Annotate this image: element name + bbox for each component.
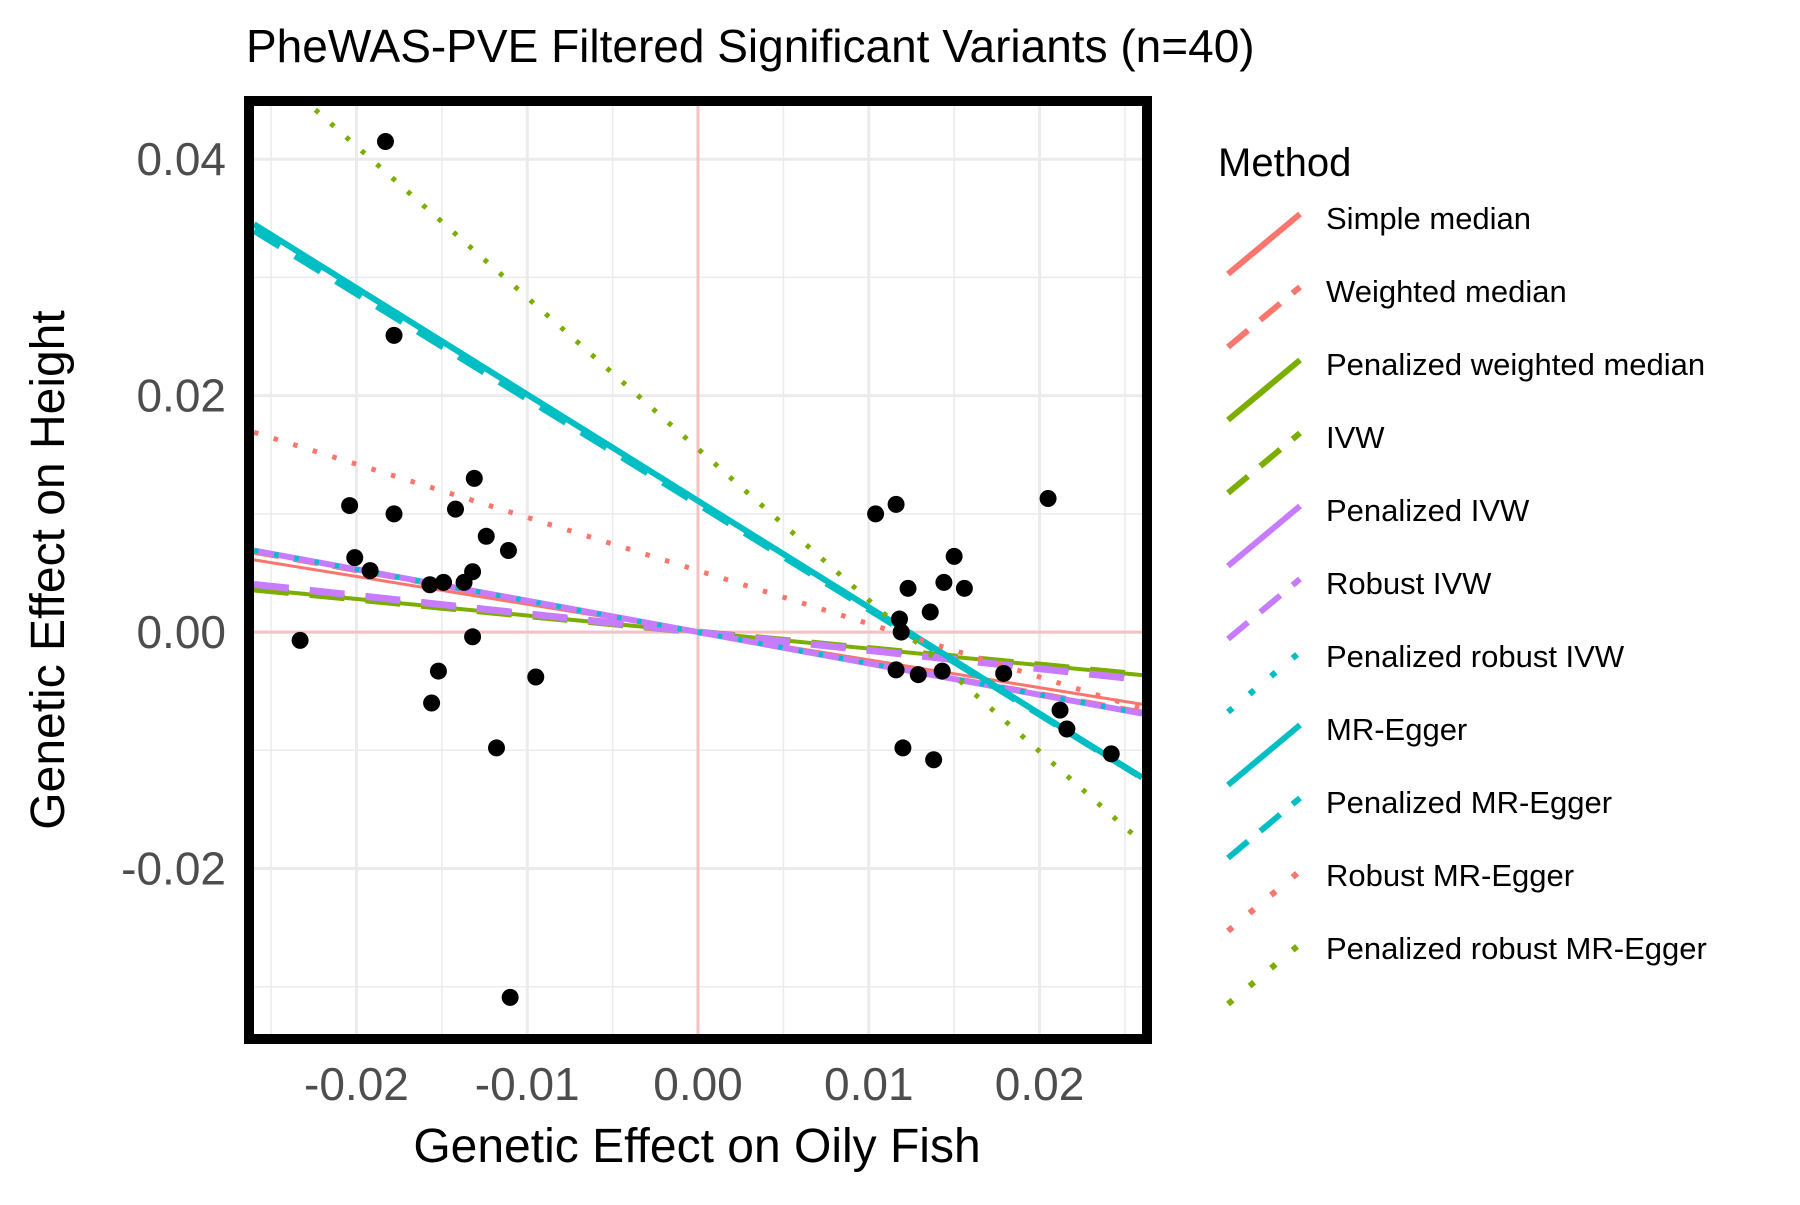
legend-key (1226, 868, 1302, 934)
data-point (894, 739, 912, 757)
data-point (465, 469, 483, 487)
legend-key (1226, 795, 1302, 861)
legend-key (1226, 211, 1302, 277)
data-point (435, 573, 453, 591)
y-axis-label: Genetic Effect on Height (22, 310, 75, 829)
data-point (341, 497, 359, 515)
y-tick-label: -0.02 (121, 842, 226, 894)
data-point (499, 541, 517, 559)
legend-item: Penalized MR-Egger (1226, 785, 1612, 861)
data-point (464, 628, 482, 646)
legend: Simple median Weighted median Penalized we… (1226, 201, 1707, 1007)
data-point (945, 547, 963, 565)
data-point (291, 631, 309, 649)
data-point (487, 739, 505, 757)
fit-line-penalized-robust-ivw (254, 548, 1142, 716)
data-point (909, 666, 927, 684)
data-point (385, 505, 403, 523)
data-point (955, 579, 973, 597)
data-point (933, 662, 951, 680)
fit-line-penalized-mr-egger (254, 228, 1142, 781)
legend-label: IVW (1326, 420, 1385, 455)
x-tick-label: 0.00 (653, 1058, 743, 1110)
data-point (887, 495, 905, 513)
data-points (291, 132, 1120, 1006)
fit-line-robust-ivw (254, 580, 1142, 684)
y-axis-ticks: -0.02 0.00 0.02 0.04 (121, 133, 226, 894)
y-tick-label: 0.02 (136, 370, 226, 422)
data-point (867, 505, 885, 523)
legend-label: Penalized robust IVW (1326, 639, 1625, 674)
legend-label: Robust IVW (1326, 566, 1492, 601)
y-tick-label: 0.04 (136, 133, 226, 185)
data-point (1102, 745, 1120, 763)
data-point (995, 664, 1013, 682)
legend-label: MR-Egger (1326, 712, 1467, 747)
data-point (385, 326, 403, 344)
data-point (423, 694, 441, 712)
data-point (346, 549, 364, 567)
chart-title: PheWAS-PVE Filtered Significant Variants… (246, 20, 1255, 72)
data-point (477, 527, 495, 545)
legend-item: Simple median (1226, 201, 1531, 277)
data-point (892, 623, 910, 641)
x-tick-label: -0.02 (304, 1058, 409, 1110)
legend-key (1226, 284, 1302, 350)
legend-item: Penalized robust MR-Egger (1226, 931, 1707, 1007)
x-axis-ticks: -0.02 -0.01 0.00 0.01 0.02 (304, 1058, 1084, 1110)
data-point (887, 661, 905, 679)
data-point (891, 610, 909, 628)
legend-key (1226, 503, 1302, 569)
data-point (1051, 701, 1069, 719)
data-point (1039, 489, 1057, 507)
legend-key (1226, 430, 1302, 496)
data-point (527, 668, 545, 686)
reference-lines (254, 106, 1142, 1034)
fit-lines (254, 106, 1142, 845)
x-tick-label: 0.01 (824, 1058, 914, 1110)
data-point (501, 988, 519, 1006)
legend-label: Weighted median (1326, 274, 1567, 309)
data-point (447, 500, 465, 518)
legend-key (1226, 941, 1302, 1007)
legend-key (1226, 722, 1302, 788)
legend-item: Weighted median (1226, 274, 1567, 350)
legend-title: Method (1218, 141, 1351, 185)
data-point (921, 603, 939, 621)
legend-label: Penalized IVW (1326, 493, 1530, 528)
legend-label: Penalized robust MR-Egger (1326, 931, 1707, 966)
x-tick-label: -0.01 (475, 1058, 580, 1110)
plot-border (244, 96, 1152, 1044)
data-point (464, 563, 482, 581)
legend-item: Robust IVW (1226, 566, 1492, 642)
legend-item: IVW (1226, 420, 1385, 496)
legend-label: Simple median (1326, 201, 1531, 236)
data-point (925, 751, 943, 769)
legend-key (1226, 357, 1302, 423)
legend-label: Penalized weighted median (1326, 347, 1705, 382)
x-tick-label: 0.02 (995, 1058, 1085, 1110)
legend-item: Robust MR-Egger (1226, 858, 1574, 934)
legend-item: Penalized IVW (1226, 493, 1530, 569)
data-point (899, 579, 917, 597)
legend-item: Penalized weighted median (1226, 347, 1705, 423)
data-point (421, 576, 439, 594)
data-point (376, 132, 394, 150)
data-point (1058, 720, 1076, 738)
data-point (935, 573, 953, 591)
legend-item: Penalized robust IVW (1226, 639, 1625, 715)
legend-label: Penalized MR-Egger (1326, 785, 1612, 820)
y-tick-label: 0.00 (136, 606, 226, 658)
data-point (429, 662, 447, 680)
data-point (361, 562, 379, 580)
legend-item: MR-Egger (1226, 712, 1467, 788)
legend-label: Robust MR-Egger (1326, 858, 1574, 893)
x-axis-label: Genetic Effect on Oily Fish (413, 1120, 980, 1173)
legend-key (1226, 576, 1302, 642)
legend-key (1226, 649, 1302, 715)
